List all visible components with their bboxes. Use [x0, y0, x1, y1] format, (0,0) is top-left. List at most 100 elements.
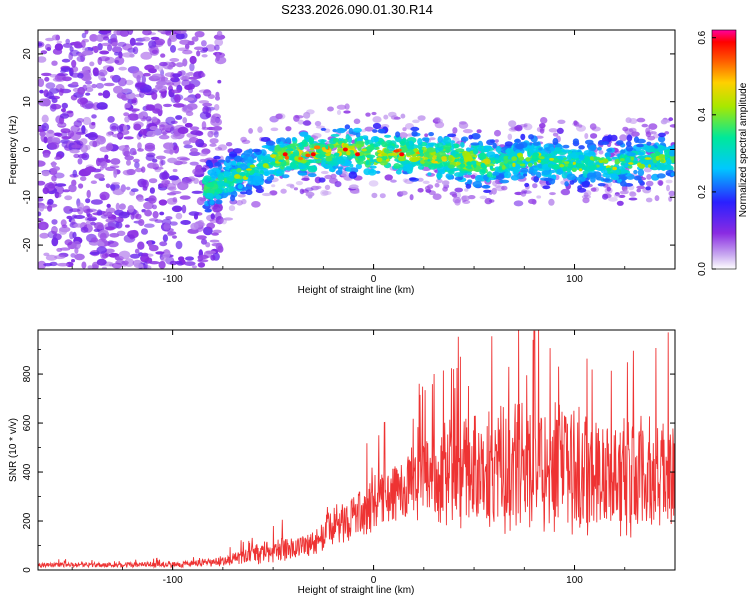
heatmap-cell — [665, 179, 673, 184]
heatmap-cell — [650, 131, 657, 135]
heatmap-cell — [197, 254, 209, 260]
heatmap-cell — [96, 135, 106, 145]
heatmap-cell — [442, 186, 448, 192]
heatmap-cell — [408, 144, 419, 150]
heatmap-cell — [482, 185, 490, 189]
heatmap-cell — [137, 142, 142, 150]
heatmap-cell — [223, 178, 227, 183]
heatmap-cell — [491, 187, 497, 195]
heatmap-cell — [132, 70, 144, 79]
heatmap-cell — [279, 141, 284, 148]
heatmap-cell — [324, 145, 329, 150]
heatmap-cell — [103, 211, 108, 217]
heatmap-cell — [669, 124, 675, 128]
heatmap-cell — [90, 237, 99, 243]
heatmap-cell — [40, 223, 46, 231]
heatmap-cell — [658, 132, 666, 138]
heatmap-cell — [560, 188, 571, 196]
heatmap-cell — [56, 40, 63, 44]
heatmap-cell — [644, 157, 652, 160]
heatmap-cell — [337, 158, 346, 165]
heatmap-cell — [626, 152, 636, 157]
heatmap-cell — [563, 157, 567, 160]
heatmap-cell — [151, 91, 158, 100]
heatmap-cell — [41, 72, 52, 77]
heatmap-cell — [450, 140, 455, 144]
heatmap-cell — [533, 161, 538, 166]
y-tick-label: 400 — [22, 463, 33, 480]
heatmap-cell — [371, 192, 378, 199]
heatmap-cell — [179, 70, 186, 76]
heatmap-cell — [406, 152, 411, 156]
heatmap-cell — [217, 180, 225, 188]
heatmap-cell — [154, 219, 163, 223]
heatmap-cell — [143, 223, 155, 228]
heatmap-cell — [134, 42, 144, 46]
heatmap-cell — [393, 163, 401, 169]
heatmap-cell — [165, 216, 173, 220]
heatmap-cell — [99, 146, 111, 153]
heatmap-cell — [562, 166, 568, 172]
heatmap-cell — [344, 124, 351, 130]
heatmap-cell — [664, 131, 670, 135]
heatmap-cell — [400, 141, 405, 145]
heatmap-cell — [330, 133, 340, 137]
heatmap-cell — [305, 191, 315, 197]
heatmap-cell — [365, 154, 376, 159]
snr-y-ticks: 0 200 400 600 800 — [22, 349, 675, 573]
heatmap-cell — [643, 167, 652, 173]
heatmap-cell — [369, 165, 377, 169]
heatmap-cell — [201, 54, 208, 58]
heatmap-cell — [177, 181, 189, 191]
heatmap-cell — [308, 137, 315, 145]
heatmap-cell — [538, 156, 545, 160]
heatmap-cell — [320, 170, 329, 175]
heatmap-cell — [77, 153, 88, 159]
heatmap-cell — [215, 91, 220, 99]
heatmap-cell — [503, 155, 509, 161]
heatmap-cell — [521, 189, 528, 194]
heatmap-cell — [400, 113, 406, 119]
heatmap-cell — [412, 119, 420, 124]
heatmap-cell — [465, 165, 473, 170]
heatmap-cell — [181, 105, 194, 113]
heatmap-cell — [266, 176, 273, 182]
heatmap-cell — [582, 197, 590, 204]
heatmap-cell — [393, 116, 401, 120]
heatmap-cell — [523, 190, 532, 194]
heatmap-cell — [294, 156, 299, 161]
heatmap-cell — [39, 232, 49, 239]
y-tick-label: -20 — [22, 237, 33, 252]
heatmap-cell — [163, 170, 168, 178]
heatmap-cell — [54, 183, 67, 187]
heatmap-cell — [298, 163, 305, 167]
heatmap-cell — [370, 136, 380, 143]
heatmap-cell — [422, 180, 430, 184]
heatmap-cell — [496, 174, 505, 180]
heatmap-cell — [132, 151, 137, 155]
heatmap-cell — [86, 213, 93, 218]
heatmap-cell — [137, 112, 144, 119]
x-tick-label: 100 — [566, 274, 583, 285]
y-tick-label: 0 — [22, 567, 33, 573]
heatmap-cell — [621, 174, 626, 182]
heatmap-cell — [177, 126, 189, 134]
heatmap-cell — [285, 166, 293, 171]
heatmap-cell — [73, 215, 86, 219]
heatmap-cell — [105, 207, 116, 214]
heatmap-cell — [77, 86, 86, 95]
heatmap-cell — [117, 77, 127, 87]
heatmap-cell — [427, 172, 432, 176]
heatmap-cell — [129, 234, 135, 240]
heatmap-cell — [60, 67, 72, 72]
heatmap-cell — [588, 150, 595, 156]
heatmap-cell — [209, 199, 215, 205]
heatmap-cell — [320, 127, 327, 131]
heatmap-cell — [556, 127, 564, 134]
heatmap-cell — [494, 159, 502, 164]
heatmap-cell — [434, 183, 440, 188]
heatmap-cell — [306, 109, 315, 115]
heatmap-cell — [410, 126, 420, 132]
heatmap-cell — [163, 149, 176, 154]
heatmap-cell — [85, 87, 94, 93]
